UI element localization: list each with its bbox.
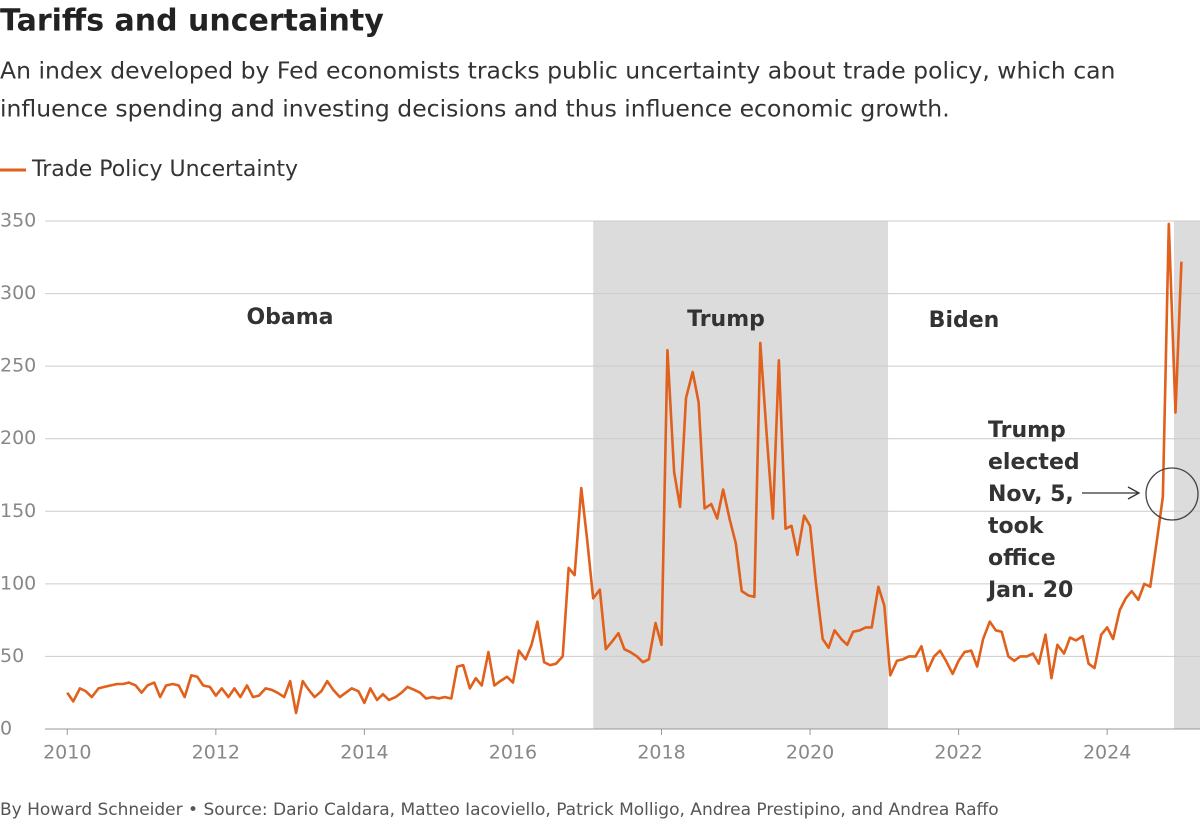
annotation-text: took [988, 514, 1045, 539]
shaded-period [1174, 221, 1200, 729]
x-tick-label: 2020 [786, 742, 834, 764]
annotation-circle [1145, 467, 1199, 521]
x-tick-label: 2016 [489, 742, 537, 764]
y-tick-label: 50 [0, 645, 24, 667]
y-tick-label: 200 [0, 427, 36, 449]
x-tick-label: 2014 [340, 742, 388, 764]
x-tick-label: 2012 [192, 742, 240, 764]
footer: By Howard Schneider • Source: Dario Cald… [0, 800, 999, 820]
data-line [66, 222, 1183, 715]
annotation-text: office [988, 546, 1056, 571]
subtitle: An index developed by Fed economists tra… [0, 57, 1115, 85]
y-tick-label: 350 [0, 210, 36, 232]
y-tick-label: 100 [0, 572, 36, 594]
period-label: Obama [246, 305, 333, 330]
annotation-arrowhead [1127, 486, 1141, 500]
y-tick-label: 250 [0, 355, 36, 377]
annotation-text: elected [988, 450, 1080, 475]
shaded-period [593, 221, 889, 729]
legend-label: Trade Policy Uncertainty [31, 157, 298, 182]
x-tick-label: 2024 [1083, 742, 1131, 764]
x-tick-label: 2022 [934, 742, 982, 764]
annotation-text: Trump [988, 418, 1066, 443]
x-tick-label: 2018 [637, 742, 685, 764]
y-tick-label: 150 [0, 500, 36, 522]
subtitle: influence spending and investing decisio… [0, 95, 950, 123]
annotation-text: Nov, 5, [988, 482, 1074, 507]
period-label: Biden [929, 308, 1000, 333]
y-tick-label: 0 [0, 718, 12, 740]
chart-title: Tariffs and uncertainty [0, 4, 384, 39]
y-tick-label: 300 [0, 282, 36, 304]
annotation-text: Jan. 20 [986, 578, 1073, 603]
x-tick-label: 2010 [43, 742, 91, 764]
period-label: Trump [687, 307, 765, 332]
